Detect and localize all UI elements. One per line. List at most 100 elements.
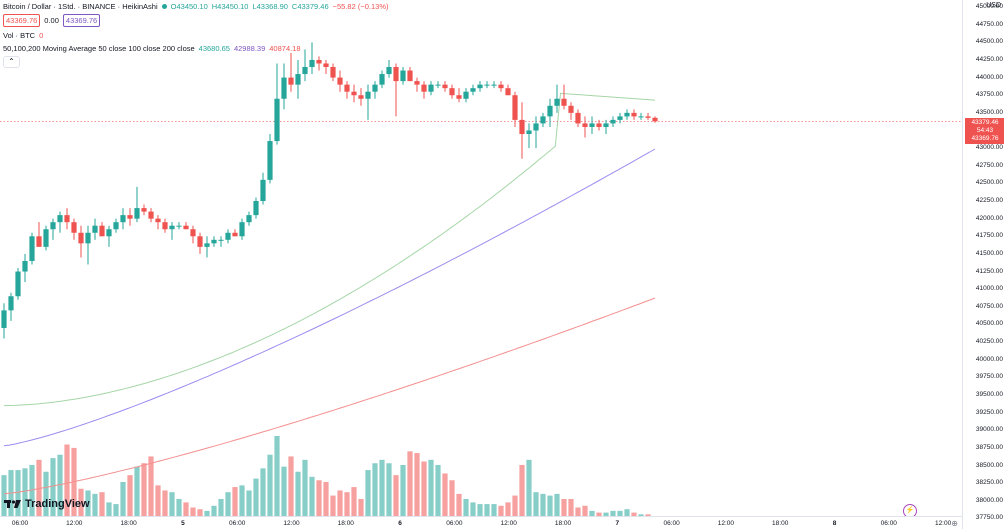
candle-body (491, 84, 497, 86)
scroll-to-realtime-icon[interactable]: ⊕ (951, 519, 958, 528)
bar-countdown: 54:43 (976, 127, 994, 134)
ma200-value: 40874.18 (269, 44, 301, 53)
volume-bar (155, 485, 161, 516)
candle-body (596, 123, 602, 127)
symbol-title[interactable]: Bitcoin / Dollar · 1Std. · BINANCE · Hei… (3, 2, 158, 11)
candle-body (148, 211, 154, 219)
sell-button[interactable]: 43369.76 (3, 14, 41, 27)
volume-bar (414, 453, 420, 516)
ohlc-open: O43450.10 (170, 2, 208, 11)
candle-body (162, 222, 168, 230)
price-tick: 42000.00 (975, 214, 1003, 222)
volume-bar (29, 464, 35, 516)
current-price-label: 43379.46 54:43 43369.76 (965, 118, 1004, 144)
time-tick: 06:00 (229, 520, 246, 527)
volume-bar (491, 504, 497, 516)
candle-body (435, 84, 441, 86)
candle-body (470, 88, 476, 92)
collapse-legend-button[interactable]: ⌃ (3, 56, 20, 68)
candle-body (386, 67, 392, 75)
time-tick: 18:00 (337, 520, 354, 527)
chart-area[interactable]: Bitcoin / Dollar · 1Std. · BINANCE · Hei… (0, 0, 962, 516)
volume-bar (561, 498, 567, 516)
price-tick: 40500.00 (975, 320, 1003, 328)
price-chart[interactable] (0, 0, 962, 516)
volume-bar (99, 492, 105, 516)
candle-body (232, 232, 238, 237)
candle-body (519, 119, 525, 135)
candle-body (92, 225, 98, 233)
ma200-line (3, 297, 656, 495)
symbol-legend: Bitcoin / Dollar · 1Std. · BINANCE · Hei… (3, 1, 389, 12)
time-tick: 12:00 (283, 520, 300, 527)
time-tick: 12:00 (717, 520, 735, 527)
volume-bar (197, 509, 203, 516)
volume-bar (393, 475, 399, 516)
volume-bar (141, 463, 147, 516)
candle-body (43, 229, 49, 247)
price-axis[interactable]: USD 45000.00 44750.00 44500.00 44250.00 4400… (962, 0, 1004, 529)
volume-bar (589, 510, 595, 516)
volume-bar (22, 468, 28, 516)
candle-body (631, 112, 637, 117)
time-tick: 12:00 (500, 520, 517, 527)
candle-body (113, 222, 119, 230)
price-tick: 44750.00 (975, 20, 1003, 28)
ma-legend[interactable]: 50,100,200 Moving Average 50 close 100 c… (3, 43, 301, 54)
price-tick: 41750.00 (975, 232, 1003, 240)
candle-body (211, 239, 217, 244)
candle-body (449, 88, 455, 96)
volume-bar (519, 464, 525, 516)
volume-bar (379, 459, 385, 516)
candle-body (393, 67, 399, 82)
volume-bar (274, 436, 280, 516)
volume-bar (533, 492, 539, 516)
price-tick: 40000.00 (975, 355, 1003, 363)
volume-bar (477, 504, 483, 516)
candle-body (239, 222, 245, 237)
time-tick: 7 (615, 520, 620, 527)
tradingview-logo[interactable]: TradingView (4, 498, 90, 510)
price-tick: 41250.00 (975, 267, 1003, 275)
volume-legend[interactable]: Vol · BTC 0 (3, 30, 43, 41)
candle-body (183, 225, 189, 230)
ma-label: 50,100,200 Moving Average 50 close 100 c… (3, 44, 195, 53)
volume-bar (246, 490, 252, 516)
volume-bar (582, 505, 588, 516)
volume-bar (43, 471, 49, 516)
volume-bar (134, 466, 140, 516)
candle-body (442, 84, 448, 89)
volume-bar (127, 475, 133, 516)
volume-bar (232, 487, 238, 516)
volume-bar (64, 444, 70, 516)
lightning-icon[interactable]: ⚡ (903, 504, 917, 516)
volume-bar (204, 510, 210, 516)
volume-bar (183, 502, 189, 516)
volume-bar (442, 473, 448, 516)
candle-body (29, 236, 35, 261)
volume-value: 0 (39, 31, 44, 40)
time-tick: 18:00 (772, 520, 789, 527)
volume-bar (554, 493, 560, 516)
volume-bar (295, 471, 301, 516)
price-tick: 42250.00 (975, 197, 1003, 205)
tradingview-logo-icon (4, 500, 21, 508)
chevron-up-icon: ⌃ (8, 57, 15, 66)
candle-body (603, 123, 609, 127)
volume-bar (596, 512, 602, 516)
candle-body (281, 77, 287, 99)
candle-body (323, 63, 329, 68)
price-tick: 39750.00 (975, 373, 1003, 381)
candle-body (169, 225, 175, 230)
candle-body (477, 84, 483, 89)
candle-body (372, 84, 378, 92)
currency-label[interactable]: USD (986, 2, 1001, 9)
volume-bar (78, 488, 84, 516)
ohlc-change: −55.82 (−0.13%) (332, 2, 389, 11)
buy-button[interactable]: 43369.76 (62, 14, 101, 27)
price-tick: 39250.00 (975, 408, 1003, 416)
candle-body (22, 260, 28, 272)
time-axis[interactable]: 06:00 12:00 18:00 5 06:00 12:00 18:00 6 06:00 12:… (0, 516, 962, 530)
candle-body (302, 67, 308, 75)
candle-body (85, 232, 91, 244)
